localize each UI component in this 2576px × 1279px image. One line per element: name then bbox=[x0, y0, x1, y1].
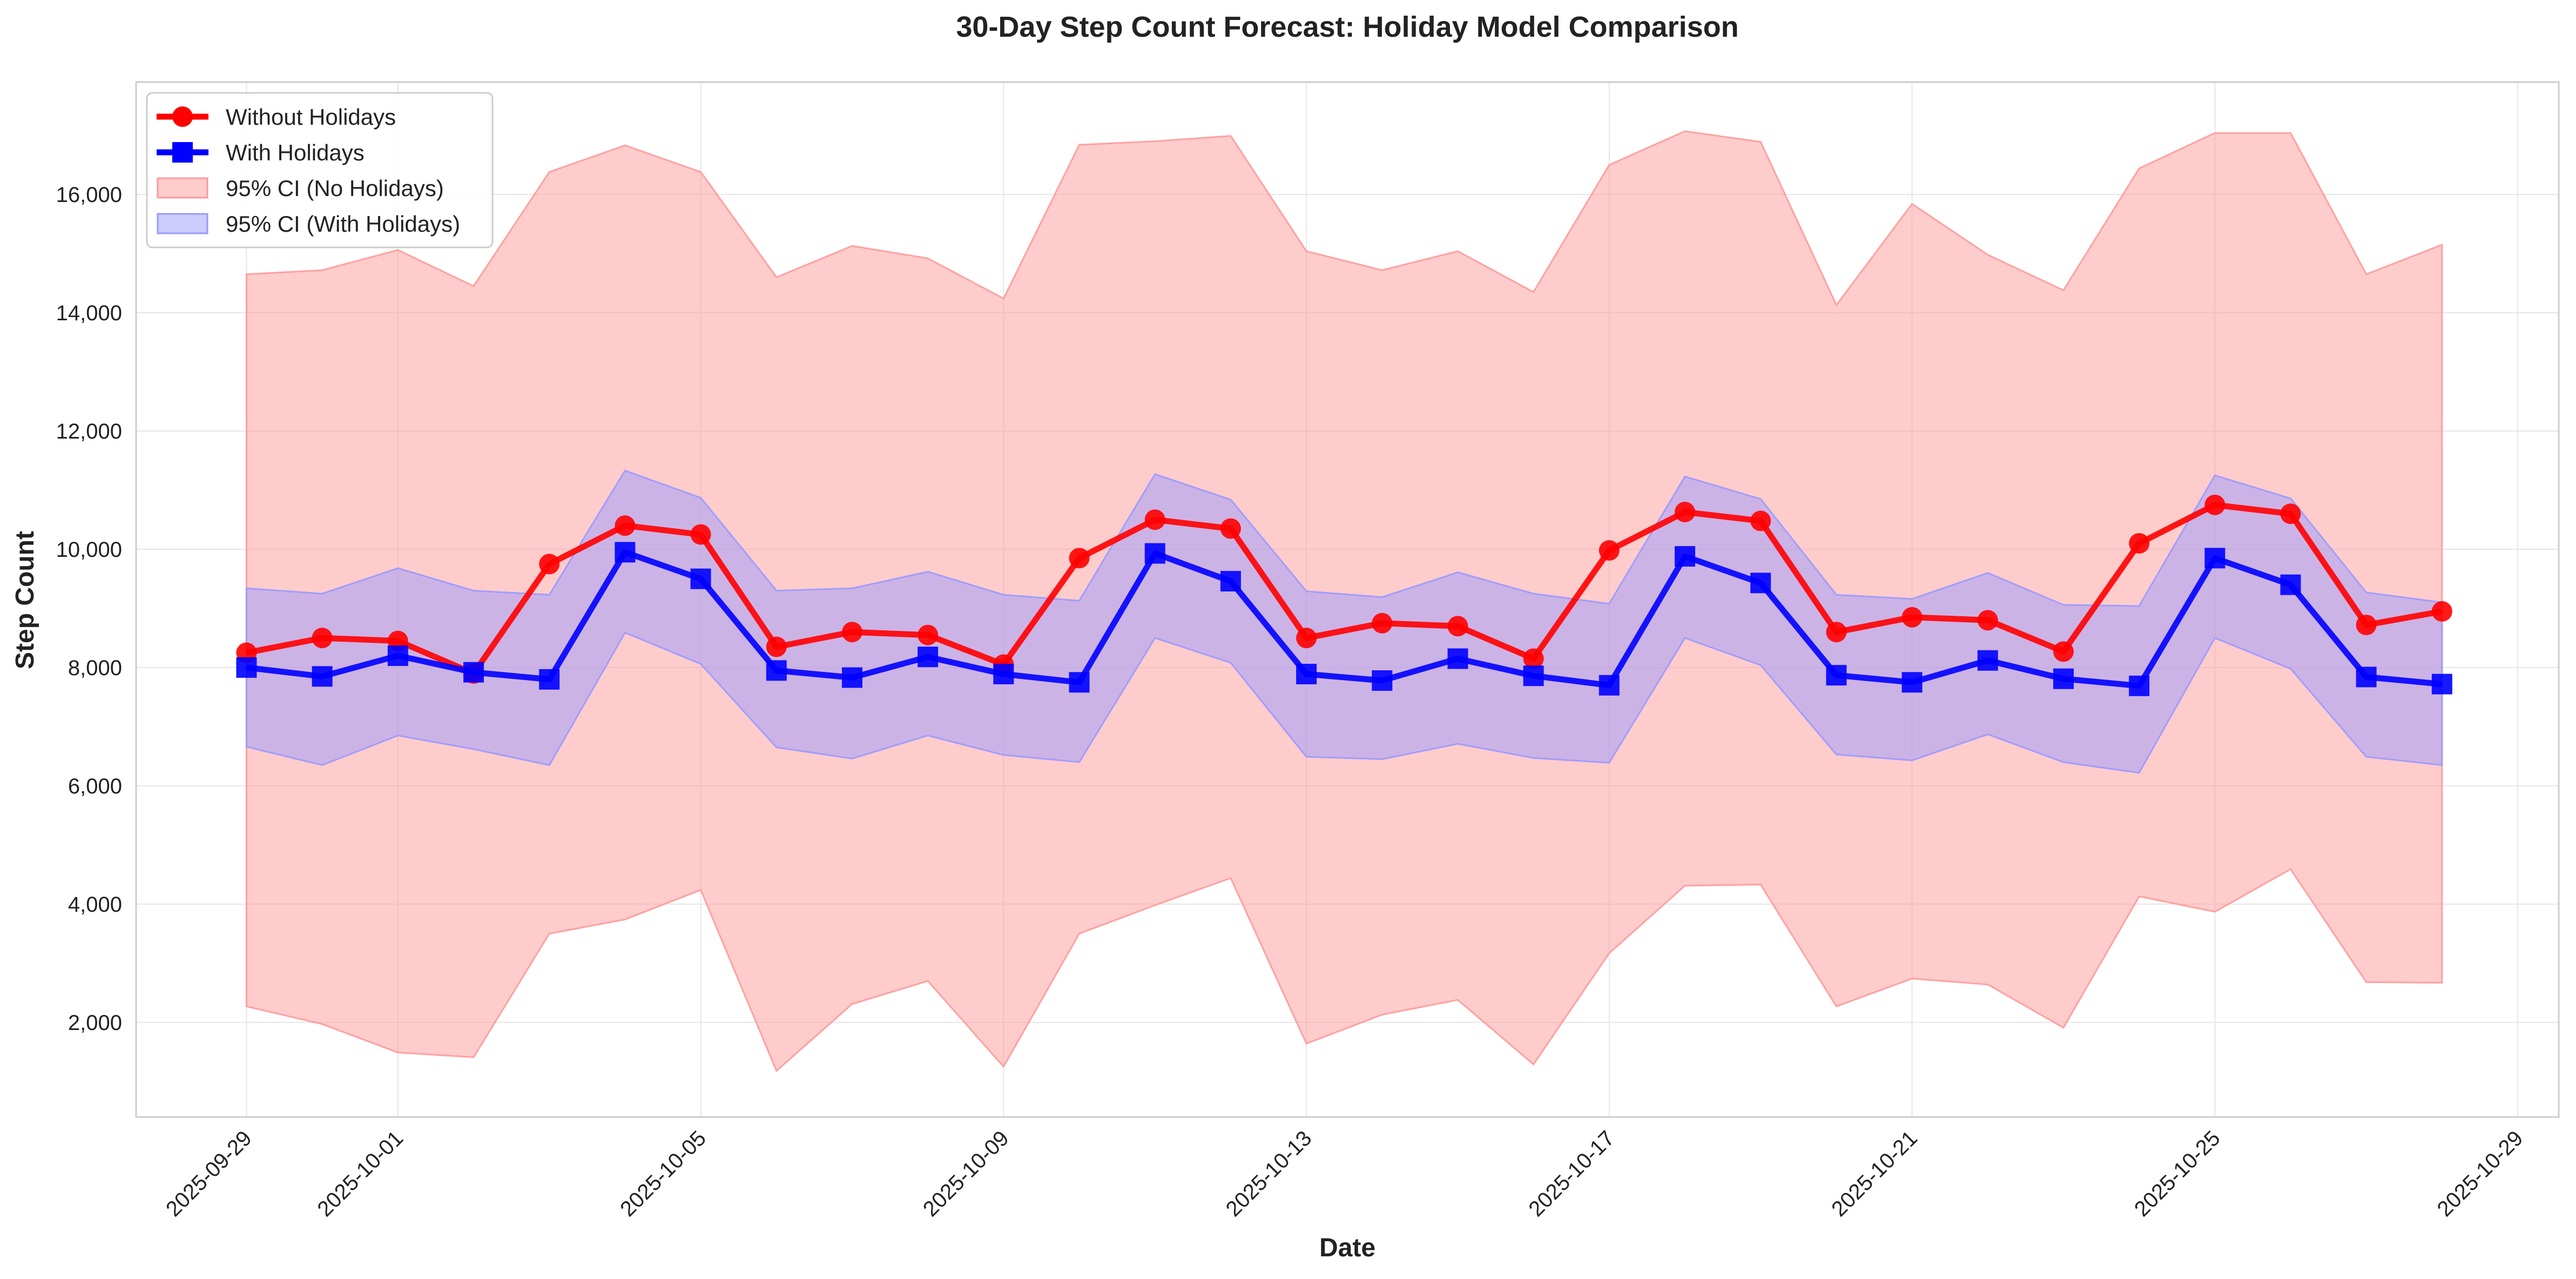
data-point-with-holidays bbox=[1523, 665, 1544, 686]
legend-label: 95% CI (No Holidays) bbox=[226, 176, 444, 201]
x-tick-label: 2025-10-21 bbox=[1827, 1126, 1922, 1221]
data-point-without-holidays bbox=[1901, 607, 1923, 628]
data-point-with-holidays bbox=[2431, 674, 2452, 695]
data-point-with-holidays bbox=[2204, 548, 2226, 569]
data-point-without-holidays bbox=[1144, 509, 1165, 530]
y-axis-title: Step Count bbox=[11, 531, 39, 669]
data-point-without-holidays bbox=[1220, 518, 1241, 539]
x-tick-label: 2025-10-09 bbox=[919, 1126, 1014, 1221]
data-point-without-holidays bbox=[1447, 616, 1468, 637]
plot-area: 2,000 4,000 6,000 8,000 10,000 12,000 14,000 16… bbox=[56, 81, 2560, 1221]
data-point-without-holidays bbox=[1826, 622, 1847, 643]
y-tick-label: 14,000 bbox=[56, 301, 122, 325]
data-point-without-holidays bbox=[2129, 533, 2150, 554]
data-point-with-holidays bbox=[1372, 670, 1393, 691]
data-point-with-holidays bbox=[918, 647, 939, 668]
data-point-without-holidays bbox=[1069, 548, 1090, 569]
data-point-without-holidays bbox=[1675, 501, 1696, 522]
data-point-with-holidays bbox=[312, 666, 333, 687]
data-point-without-holidays bbox=[312, 628, 333, 649]
data-point-with-holidays bbox=[841, 667, 862, 688]
y-tick-label: 4,000 bbox=[68, 893, 122, 917]
data-point-without-holidays bbox=[1599, 540, 1620, 561]
data-point-with-holidays bbox=[539, 669, 560, 690]
data-point-with-holidays bbox=[1901, 672, 1923, 693]
data-point-without-holidays bbox=[1750, 510, 1771, 531]
y-tick-label: 12,000 bbox=[56, 420, 122, 443]
series-line-without-holidays bbox=[246, 502, 2443, 677]
data-point-with-holidays bbox=[766, 660, 787, 681]
data-point-with-holidays bbox=[1296, 663, 1317, 684]
data-point-without-holidays bbox=[615, 515, 636, 536]
data-point-without-holidays bbox=[918, 624, 939, 645]
data-point-without-holidays bbox=[2280, 503, 2301, 524]
data-point-without-holidays bbox=[690, 524, 711, 545]
data-point-with-holidays bbox=[615, 542, 636, 563]
data-point-without-holidays bbox=[1977, 610, 1998, 631]
data-point-with-holidays bbox=[236, 657, 257, 678]
data-point-with-holidays bbox=[463, 662, 484, 683]
data-point-with-holidays bbox=[1069, 672, 1090, 693]
data-point-with-holidays bbox=[2129, 675, 2150, 696]
x-tick-label: 2025-10-05 bbox=[616, 1126, 711, 1221]
ci-band-with-holidays bbox=[245, 469, 2443, 774]
x-axis-title: Date bbox=[1319, 1234, 1375, 1262]
data-point-with-holidays bbox=[1447, 648, 1468, 669]
data-point-without-holidays bbox=[1296, 628, 1317, 649]
data-point-without-holidays bbox=[841, 622, 862, 643]
data-point-with-holidays bbox=[1675, 546, 1696, 567]
data-point-without-holidays bbox=[2356, 615, 2377, 636]
data-point-with-holidays bbox=[690, 568, 711, 589]
data-point-with-holidays bbox=[2356, 667, 2377, 688]
data-point-with-holidays bbox=[1826, 665, 1847, 686]
x-tick-label: 2025-09-29 bbox=[161, 1126, 257, 1221]
data-point-with-holidays bbox=[2053, 668, 2074, 689]
data-point-without-holidays bbox=[2053, 641, 2074, 662]
data-point-without-holidays bbox=[2431, 601, 2452, 622]
data-point-with-holidays bbox=[1750, 573, 1771, 594]
data-point-with-holidays bbox=[387, 645, 408, 667]
legend-band-swatch bbox=[157, 213, 208, 234]
legend-band-swatch bbox=[157, 177, 208, 199]
data-point-without-holidays bbox=[2204, 494, 2226, 515]
y-tick-label: 8,000 bbox=[68, 656, 122, 680]
y-tick-label: 6,000 bbox=[68, 775, 122, 798]
plot-frame bbox=[135, 81, 2560, 1118]
data-point-without-holidays bbox=[766, 636, 787, 657]
chart-title: 30-Day Step Count Forecast: Holiday Mode… bbox=[956, 11, 1738, 43]
y-tick-label: 16,000 bbox=[56, 183, 122, 207]
x-tick-label: 2025-10-01 bbox=[313, 1126, 408, 1221]
legend-label: With Holidays bbox=[226, 140, 365, 165]
data-point-with-holidays bbox=[1599, 675, 1620, 696]
legend-label: 95% CI (With Holidays) bbox=[226, 211, 460, 237]
data-point-without-holidays bbox=[1372, 612, 1393, 634]
x-tick-label: 2025-10-29 bbox=[2433, 1126, 2528, 1221]
data-point-with-holidays bbox=[1977, 650, 1998, 671]
legend-marker-square bbox=[172, 142, 193, 163]
x-tick-label: 2025-10-25 bbox=[2130, 1126, 2225, 1221]
series-line-with-holidays bbox=[246, 549, 2443, 689]
x-tick-label: 2025-10-13 bbox=[1222, 1126, 1317, 1221]
legend-box bbox=[146, 92, 494, 248]
data-point-with-holidays bbox=[993, 663, 1014, 684]
data-point-with-holidays bbox=[2280, 574, 2301, 595]
data-point-without-holidays bbox=[539, 554, 560, 575]
data-point-with-holidays bbox=[1220, 571, 1241, 592]
data-point-with-holidays bbox=[1144, 543, 1165, 564]
y-tick-label: 10,000 bbox=[56, 538, 122, 562]
legend: Without Holidays With Holidays 95% CI (No … bbox=[146, 92, 494, 248]
y-tick-label: 2,000 bbox=[68, 1011, 122, 1035]
data-point-without-holidays bbox=[1523, 648, 1544, 669]
legend-label: Without Holidays bbox=[226, 104, 396, 130]
legend-marker-circle bbox=[172, 106, 193, 127]
x-tick-label: 2025-10-17 bbox=[1524, 1126, 1619, 1221]
